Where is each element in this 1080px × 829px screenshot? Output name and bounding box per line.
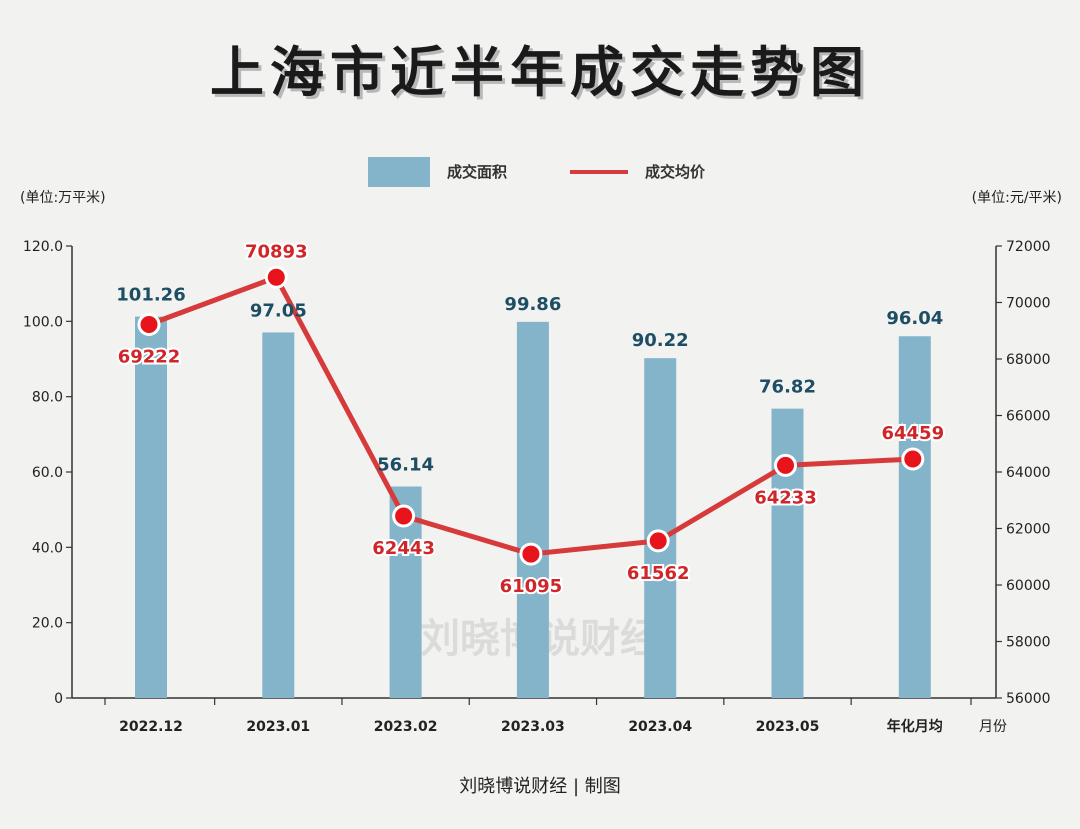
line-point — [392, 504, 416, 528]
left-tick-label: 20.0 — [32, 616, 63, 632]
line-point — [264, 265, 288, 289]
line-point — [774, 453, 797, 477]
x-category-label: 2023.04 — [628, 719, 692, 735]
legend-line-label: 成交均价 — [645, 163, 706, 181]
left-axis-unit: (单位:万平米) — [20, 190, 106, 206]
right-tick-label: 66000 — [1006, 409, 1051, 425]
line-point — [646, 529, 670, 553]
right-tick-label: 72000 — [1006, 239, 1051, 255]
x-category-label: 2023.01 — [246, 719, 310, 735]
right-tick-label: 56000 — [1006, 691, 1051, 707]
left-tick-label: 60.0 — [32, 465, 63, 481]
bar-value-label: 56.14 — [377, 455, 434, 476]
legend: 成交面积 成交均价 — [368, 157, 706, 187]
bar-value-label: 99.86 — [504, 294, 561, 315]
bar — [135, 316, 167, 698]
x-category-label: 2023.05 — [756, 719, 820, 735]
bar — [898, 336, 931, 698]
left-tick-label: 40.0 — [32, 540, 63, 556]
axes: 0 20.0 40.0 60.0 80.0 100.0 120.0 56000 58000 600… — [23, 239, 1051, 735]
x-category-label: 2023.02 — [374, 719, 438, 735]
bar — [262, 332, 295, 698]
left-tick-label: 0 — [54, 691, 63, 707]
bar-value-label: 76.82 — [759, 377, 816, 398]
line-point — [137, 312, 161, 336]
bar-value-label: 101.26 — [116, 285, 185, 306]
footer-credit: 刘晓博说财经 | 制图 — [459, 776, 621, 797]
right-tick-label: 58000 — [1006, 635, 1051, 651]
data-labels: 101.26 97.05 56.14 99.86 90.22 76.82 96.04 6922… — [116, 239, 946, 599]
chart-title-shadow: 上海市近半年成交走势图 — [213, 43, 873, 107]
chart-title-text: 上海市近半年成交走势图 — [210, 40, 870, 104]
line-point — [519, 542, 543, 566]
x-category-label: 2022.12 — [119, 719, 183, 735]
line-value-label: 64233 — [754, 487, 817, 508]
right-tick-label: 70000 — [1006, 296, 1051, 312]
bar — [644, 358, 677, 698]
x-category-label: 年化月均 — [887, 718, 943, 735]
left-tick-label: 120.0 — [23, 239, 63, 255]
bar-value-label: 90.22 — [632, 330, 689, 351]
legend-bar-label: 成交面积 — [447, 163, 507, 181]
line-value-label: 61562 — [627, 563, 690, 584]
bar-series — [135, 316, 931, 698]
right-axis-unit: (单位:元/平米) — [972, 190, 1062, 206]
right-tick-label: 60000 — [1006, 578, 1051, 594]
legend-bar-swatch — [368, 157, 430, 187]
line-value-label: 61095 — [500, 576, 563, 597]
line-value-label: 69222 — [118, 346, 181, 367]
right-tick-label: 68000 — [1006, 352, 1051, 368]
left-tick-label: 80.0 — [32, 390, 63, 406]
x-category-label: 2023.03 — [501, 719, 565, 735]
line-value-label: 64459 — [881, 423, 944, 444]
bar-value-label: 96.04 — [886, 308, 943, 329]
x-axis-title: 月份 — [979, 719, 1007, 735]
chart-title: 上海市近半年成交走势图 上海市近半年成交走势图 — [210, 40, 873, 107]
line-value-label: 70893 — [245, 241, 308, 262]
left-tick-label: 100.0 — [23, 314, 63, 330]
right-tick-label: 62000 — [1006, 522, 1051, 538]
line-point — [901, 447, 925, 471]
line-series — [137, 265, 925, 566]
line-value-label: 62443 — [372, 538, 435, 559]
right-tick-label: 64000 — [1006, 465, 1051, 481]
bar-value-label: 97.05 — [250, 300, 307, 321]
bar — [516, 321, 549, 698]
bar — [771, 408, 804, 698]
